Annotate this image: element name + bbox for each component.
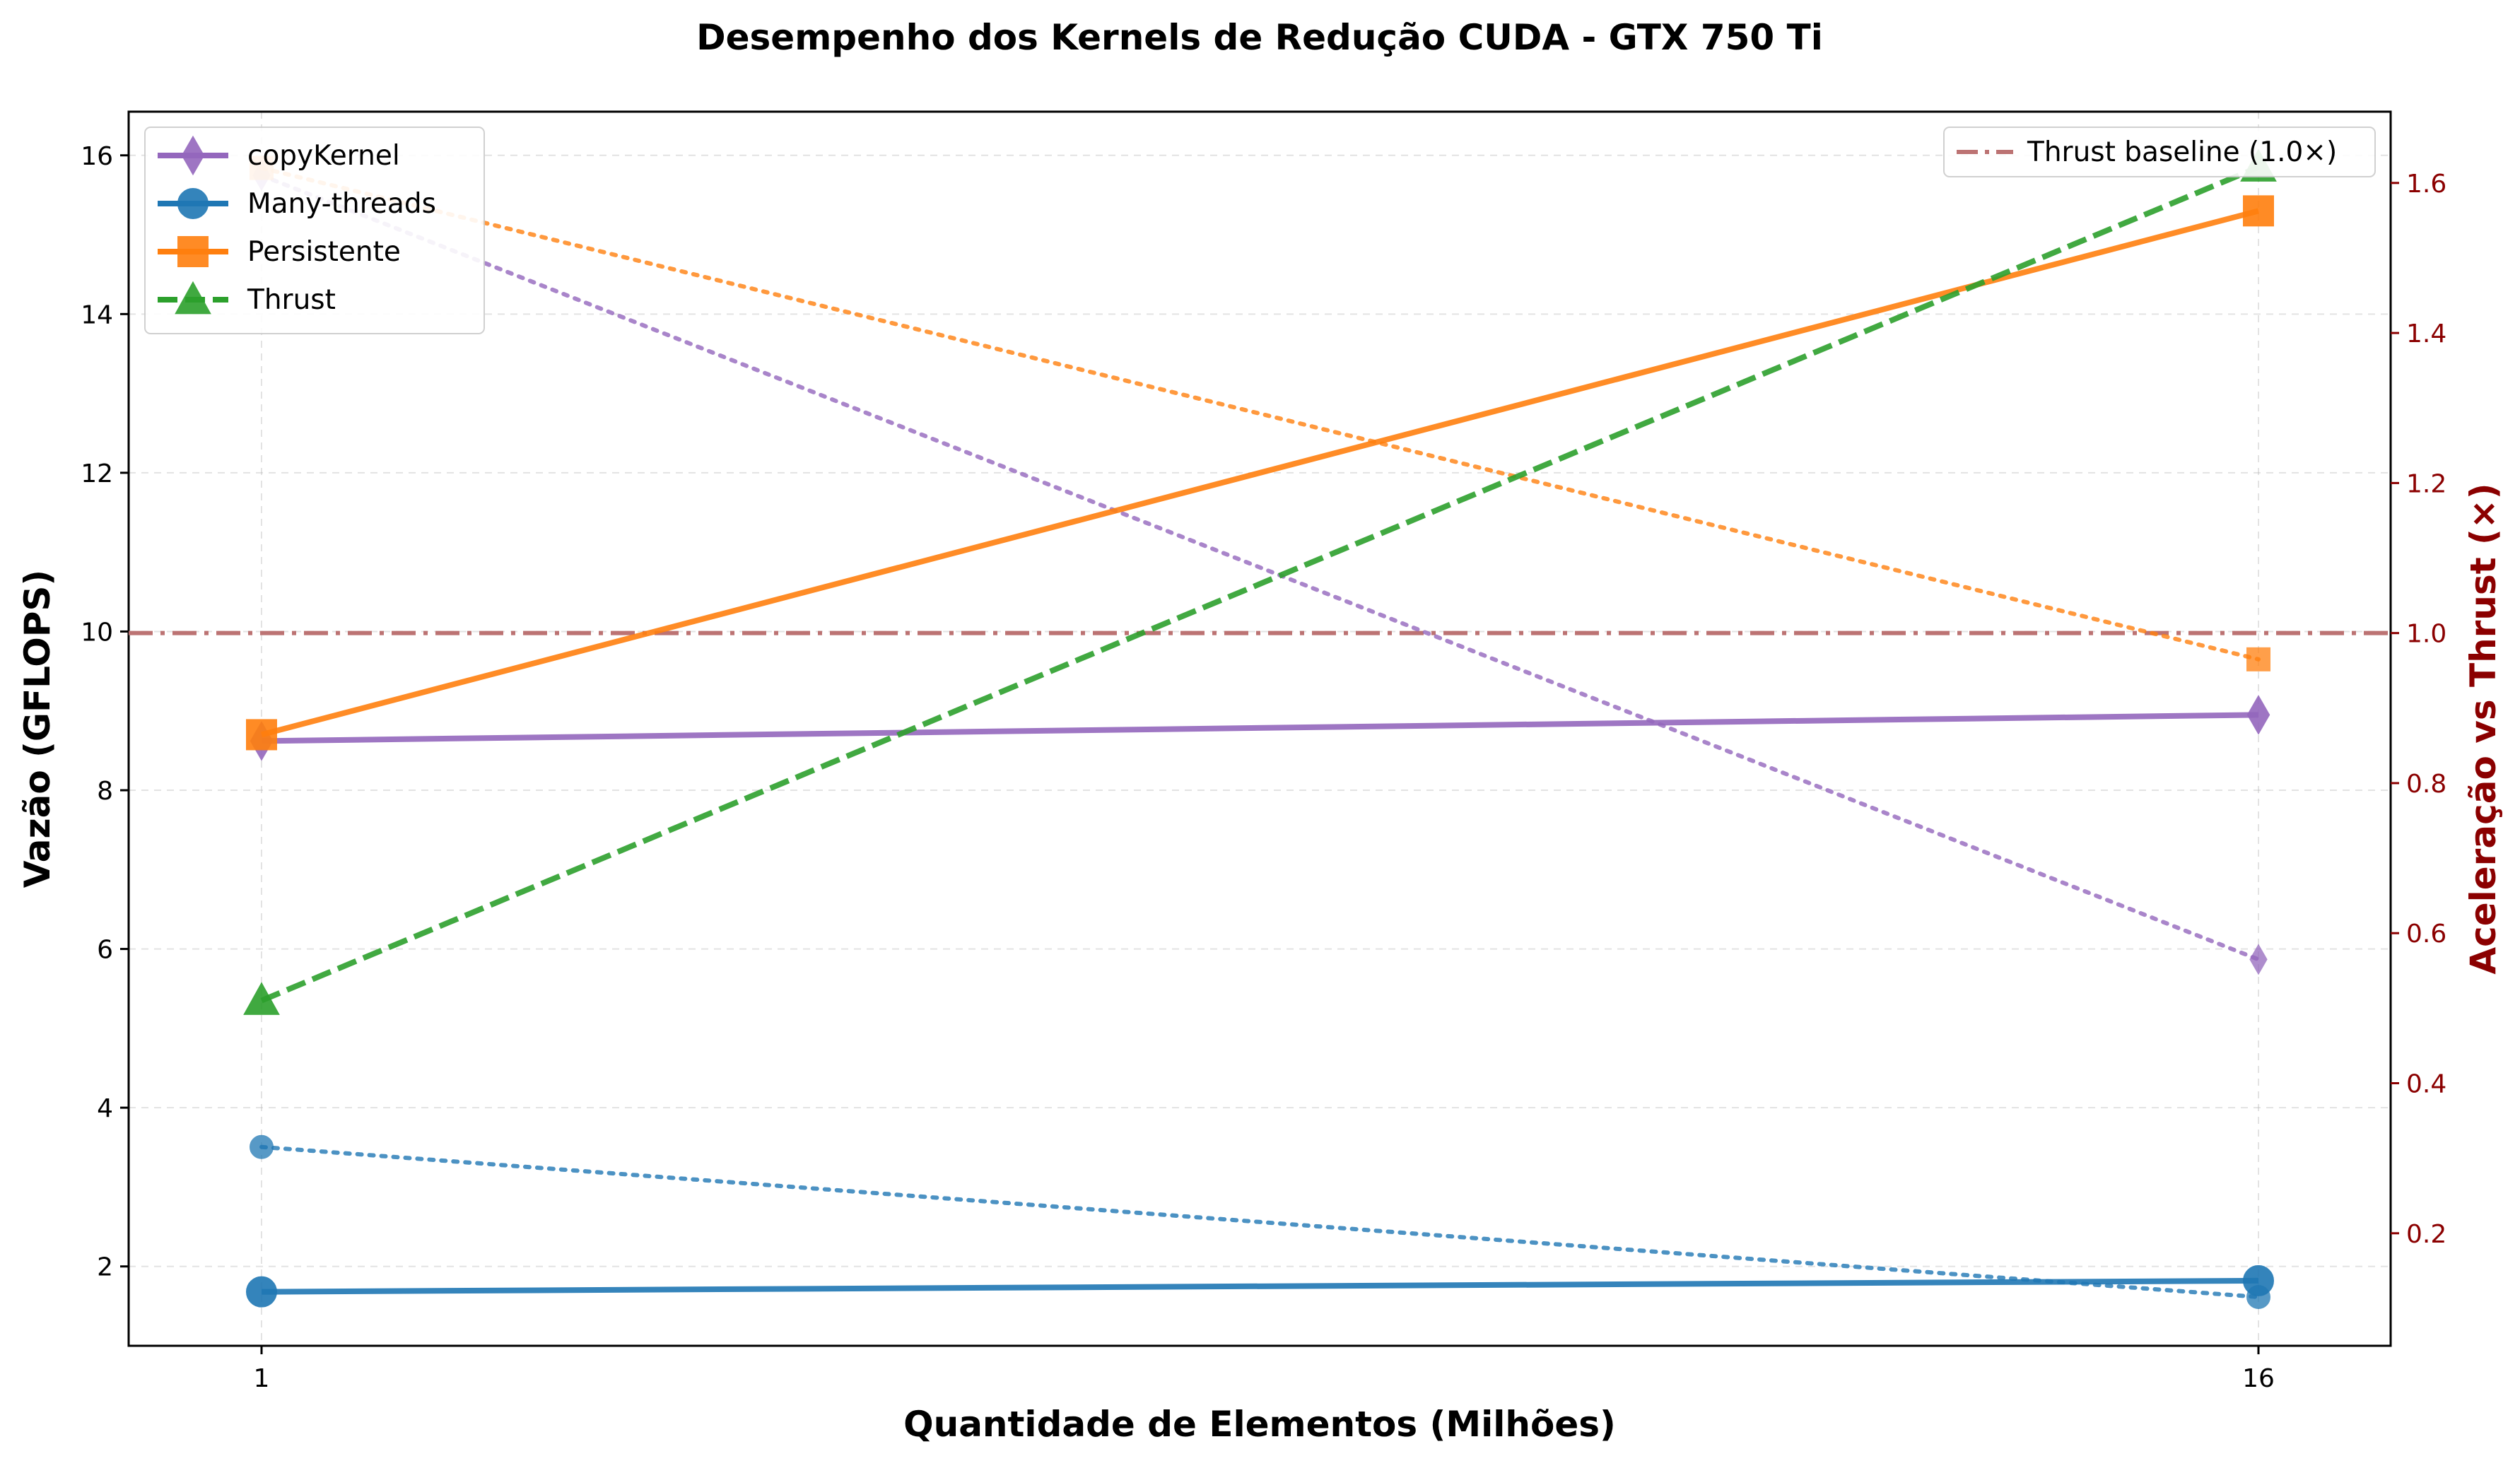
legend-label: Thrust [247, 284, 336, 316]
chart-title: Desempenho dos Kernels de Redução CUDA -… [696, 17, 1823, 58]
speedup-marker [250, 1134, 274, 1159]
y-right-tick-label: 0.8 [2406, 770, 2446, 799]
legend-label: Persistente [247, 236, 401, 268]
legend-marker [175, 281, 211, 315]
series-marker [243, 982, 280, 1015]
series-line [261, 712, 2259, 744]
legend-marker [177, 188, 209, 219]
y-tick-label: 16 [81, 142, 113, 171]
speedup-line [259, 165, 2261, 662]
series-line [260, 208, 2260, 738]
series-line [260, 164, 2260, 1004]
y-tick-label: 14 [81, 300, 113, 329]
legend-box [144, 127, 485, 334]
x-tick-label: 16 [2242, 1364, 2275, 1393]
y-tick-label: 6 [97, 936, 113, 965]
legend-marker [181, 135, 205, 176]
y-tick-label: 8 [97, 777, 113, 806]
legend-label: Thrust baseline (1.0×) [2027, 136, 2337, 168]
y-tick-label: 10 [81, 618, 113, 647]
series-marker [2246, 695, 2270, 735]
series-marker [2243, 195, 2274, 227]
y-right-tick-label: 0.2 [2406, 1220, 2446, 1249]
y-axis-right: 0.2 0.4 0.6 0.8 1.0 1.2 1.4 1.6 [2391, 170, 2446, 1249]
y-right-tick-label: 0.4 [2406, 1070, 2446, 1099]
series-line [261, 1277, 2259, 1295]
y-right-tick-label: 1.6 [2406, 170, 2446, 199]
series-layer [243, 148, 2277, 1308]
x-tick-label: 1 [254, 1364, 270, 1393]
legend-label: copyKernel [247, 140, 400, 172]
speedup-line [259, 1144, 2261, 1300]
speedup-marker [2249, 944, 2268, 975]
y-tick-label: 4 [97, 1094, 113, 1123]
x-axis: 1 16 [254, 1346, 2275, 1393]
y-right-tick-label: 0.6 [2406, 920, 2446, 949]
speedup-marker [2246, 647, 2270, 671]
y-right-tick-label: 1.2 [2406, 469, 2446, 498]
y-right-tick-label: 1.0 [2406, 620, 2446, 649]
y-right-tick-label: 1.4 [2406, 319, 2446, 348]
series-marker [246, 1276, 277, 1308]
plot-frame [127, 110, 2392, 1347]
legend-box [1943, 127, 2376, 177]
y-tick-label: 12 [81, 459, 113, 488]
series-marker [2243, 1265, 2274, 1296]
y-axis-left: 2 4 6 8 10 12 14 16 [81, 142, 129, 1282]
y-tick-label: 2 [97, 1253, 113, 1282]
legend-right: Thrust baseline (1.0×) [1943, 127, 2376, 177]
y-axis-left-title: Vazão (GFLOPS) [17, 570, 58, 888]
legend-left: copyKernel Many-threads Persistente Thrust [144, 127, 485, 334]
y-axis-right-title: Aceleração vs Thrust (×) [2463, 483, 2504, 974]
legend-marker [177, 236, 209, 267]
legend-label: Many-threads [247, 188, 436, 220]
series-marker [246, 719, 277, 751]
speedup-line [259, 173, 2261, 962]
x-axis-title: Quantidade de Elementos (Milhões) [903, 1404, 1616, 1445]
axes [127, 110, 2392, 1347]
